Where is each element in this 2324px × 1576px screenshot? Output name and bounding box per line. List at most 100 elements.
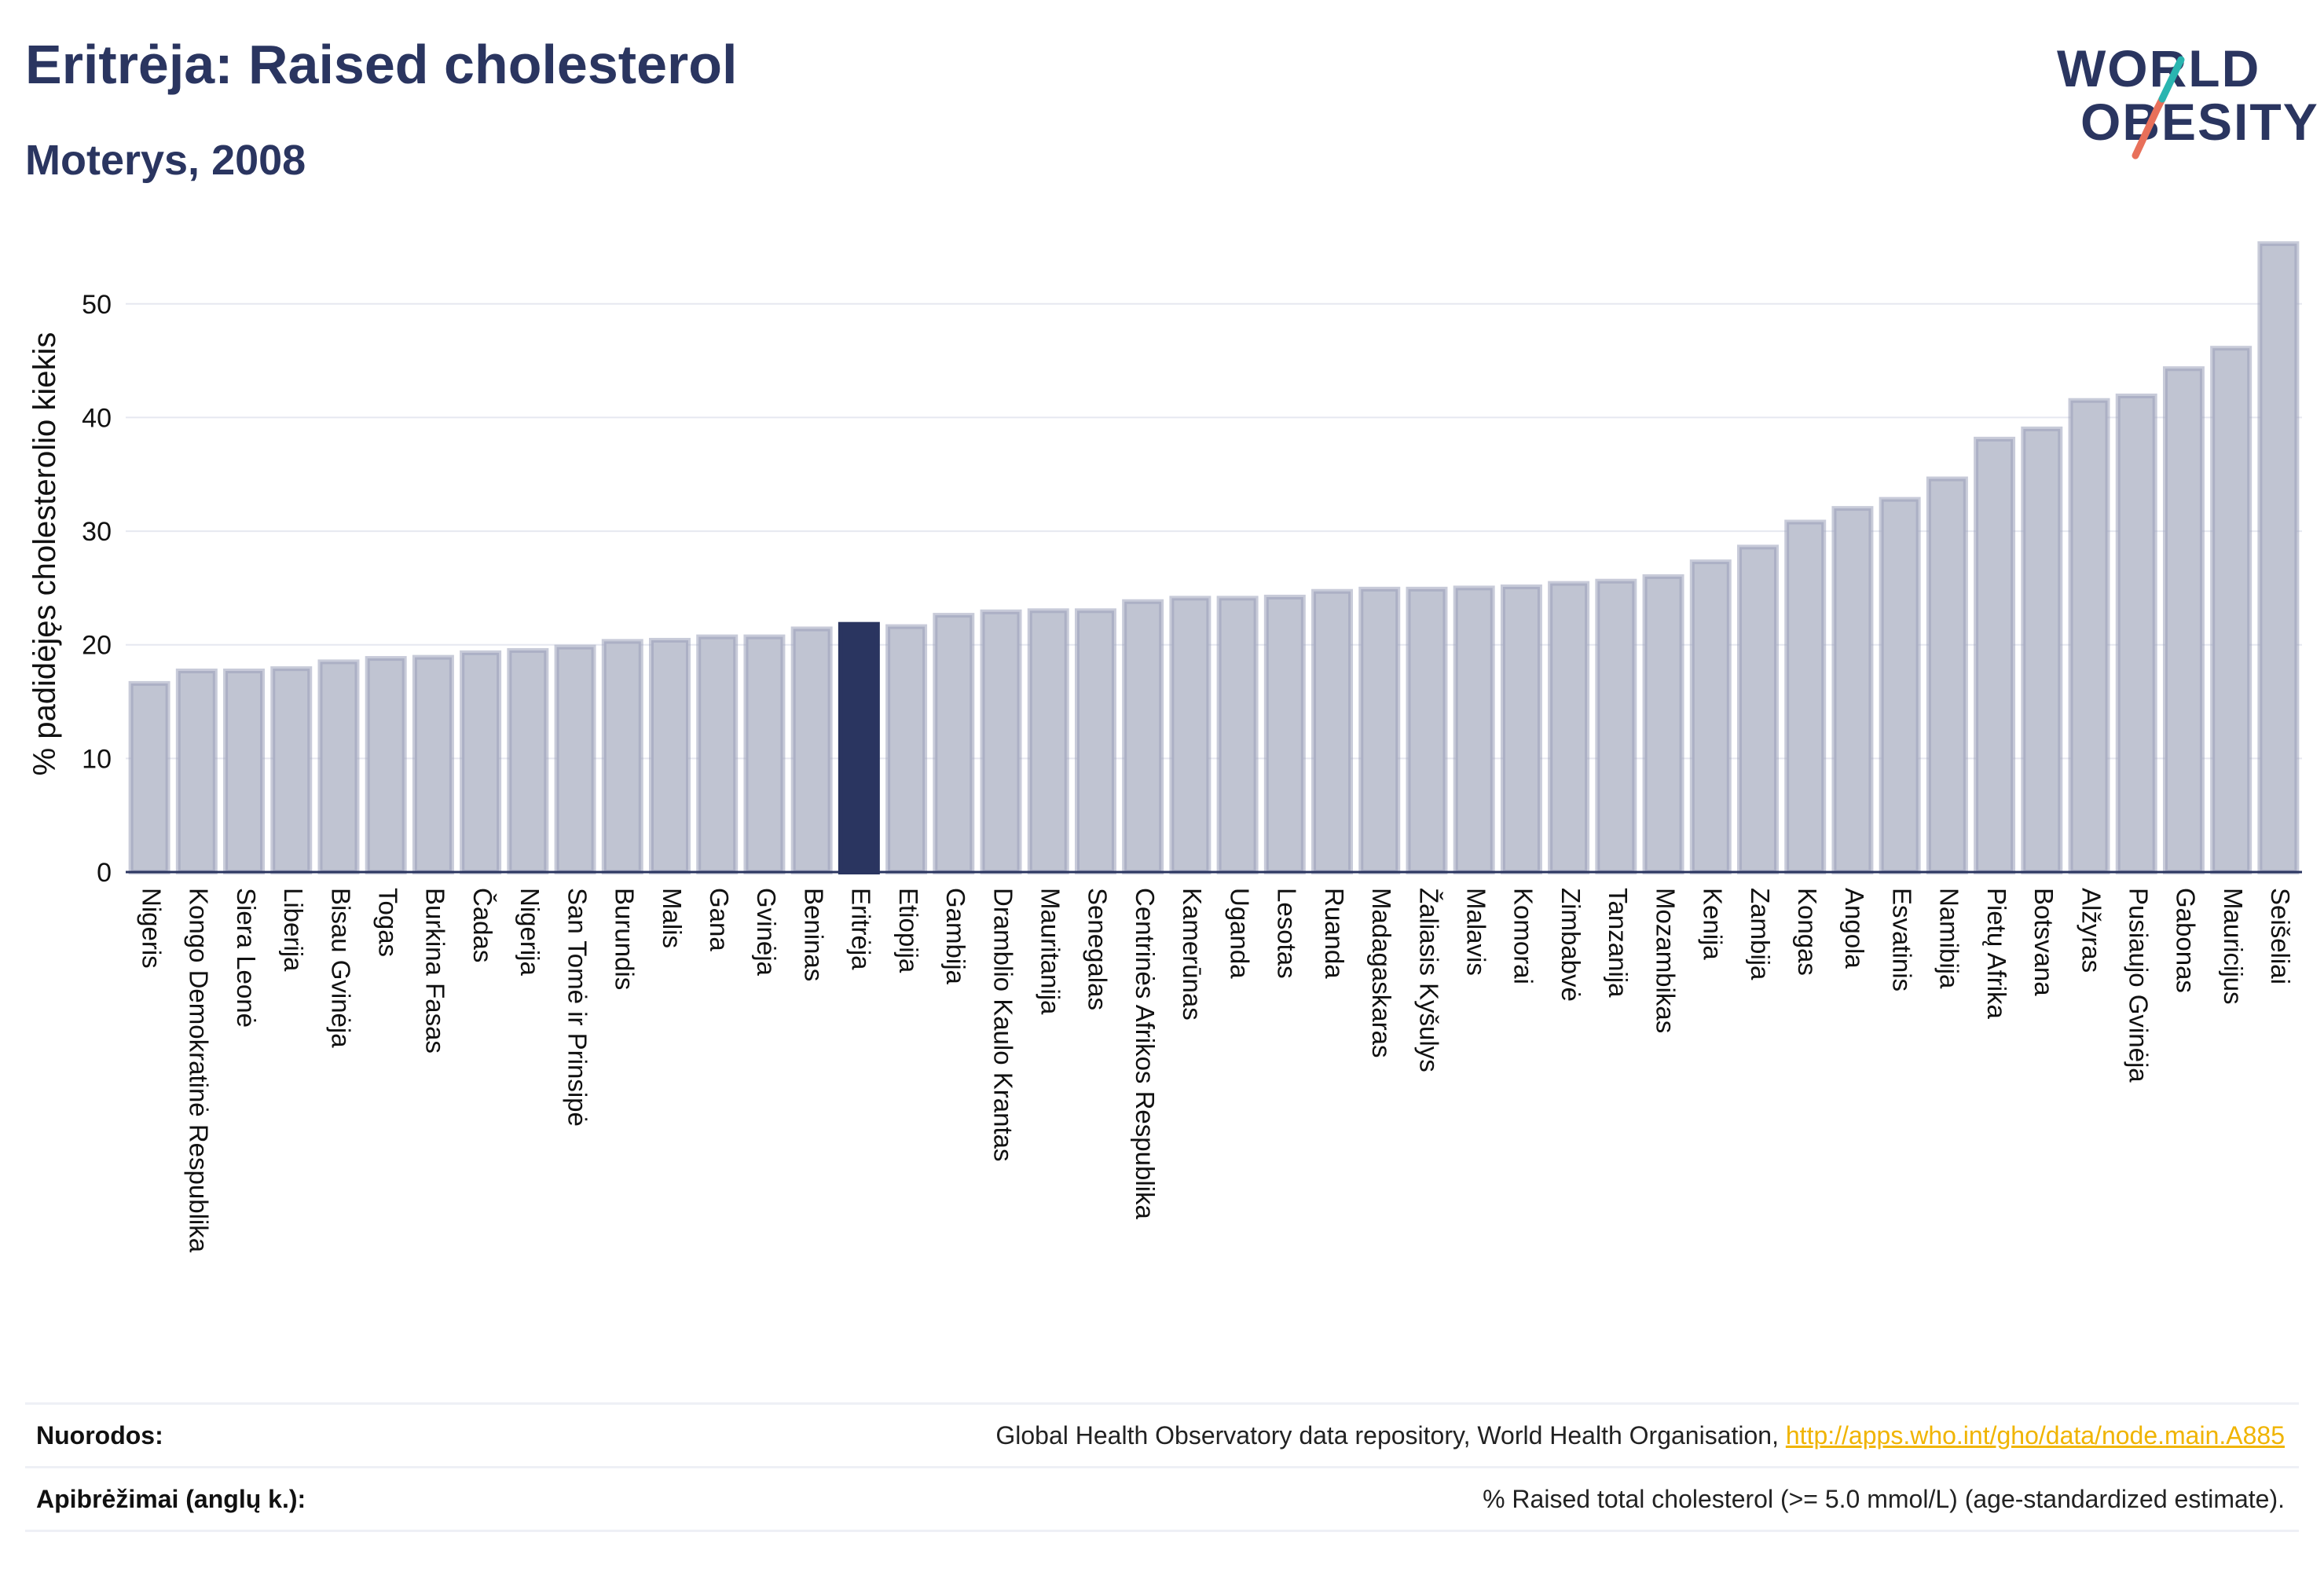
bar [2162,366,2205,875]
bar [1216,596,1259,874]
x-tick-label: Malis [658,888,687,948]
bar [2021,426,2063,874]
bar [885,624,928,874]
bar [1595,578,1637,874]
bar [2257,241,2300,874]
x-tick-label: Žaliasis Kyšulys [1414,888,1443,1072]
sources-value: Global Health Observatory data repositor… [995,1421,2299,1450]
x-tick-label: Tanzanija [1604,888,1633,998]
x-tick-label: Uganda [1225,888,1254,979]
x-tick-label: Pietų Afrika [1982,888,2011,1020]
y-tick-label: 30 [82,517,112,547]
bar [743,634,786,874]
bar [1831,506,1874,874]
bar [790,626,833,874]
x-tick-labels: Nigeris Kongo Demokratinė Respublika Siera… [137,888,2295,1253]
x-tick-label: Gana [705,888,734,951]
x-tick-label: Senegalas [1083,888,1113,1010]
bar [2068,398,2110,875]
bar [1689,559,1732,874]
x-tick-label: Etiopija [894,888,923,973]
x-tick-label: Nigerija [515,888,544,977]
bar [980,609,1022,874]
bar [1500,584,1542,874]
y-tick-label: 0 [97,858,112,888]
x-tick-label: Mauritanija [1036,888,1065,1015]
bar [1453,585,1495,874]
bar [1642,574,1684,874]
x-tick-label: Kenija [1699,888,1728,960]
x-tick-label: Mauricijus [2219,888,2248,1005]
bar [128,680,170,875]
bar [696,634,739,874]
bar [1358,586,1401,874]
x-tick-label: Dramblio Kaulo Krantas [988,888,1017,1162]
bars [128,241,2300,875]
x-tick-label: Nigeris [137,888,166,969]
x-tick-label: Pusiaujo Gvinėja [2124,888,2154,1083]
bar [1122,599,1164,874]
chart-subtitle: Moterys, 2008 [25,137,306,184]
bar [507,647,549,874]
x-tick-label: Liberija [279,888,308,972]
definitions-row: Apibrėžimai (anglų k.): % Raised total c… [25,1466,2299,1530]
bar [649,637,691,875]
bar [2210,346,2253,875]
x-tick-label: Komorai [1509,888,1538,984]
y-axis-label: % padidėjęs cholesterolio kiekis [27,332,62,776]
x-tick-label: Siera Leonė [232,888,261,1028]
footer-divider [25,1530,2299,1532]
bar [1169,596,1211,874]
y-tick-labels: 0 10 20 30 40 50 [82,290,112,888]
bar [317,659,360,874]
world-obesity-logo: WORLD OBESITY [2043,31,2318,165]
bar [1737,544,1779,874]
bar [365,656,407,874]
x-tick-label: Seišeliai [2266,888,2295,984]
y-tick-label: 10 [82,744,112,774]
x-tick-label: Esvatinis [1887,888,1916,991]
bar [460,650,502,874]
bar [1974,436,2016,874]
x-tick-label: Mozambikas [1651,888,1680,1033]
x-tick-label: Centrinės Afrikos Respublika [1131,888,1160,1220]
x-tick-label: Bisau Gvinėja [326,888,355,1048]
x-tick-label: Gvinėja [752,888,781,977]
y-tick-label: 40 [82,403,112,433]
x-tick-label: Kongas [1793,888,1822,976]
x-tick-label: Alžyras [2077,888,2106,973]
x-tick-label: Botsvana [2029,888,2058,996]
definitions-label: Apibrėžimai (anglų k.): [36,1484,306,1513]
x-tick-label: Čadas [468,888,497,962]
bar [270,666,313,874]
bar [1027,608,1069,874]
x-tick-label: Burundis [610,888,640,990]
x-tick-label: Togas [373,888,402,957]
sources-label: Nuorodos: [36,1420,163,1450]
bar [1263,594,1306,874]
logo-slash-icon [2132,56,2185,159]
bar [175,668,218,874]
bar-chart: 0 10 20 30 40 50 Nigeris Kongo Demokratinė Res… [27,241,2302,1253]
x-tick-label: Beninas [799,888,828,981]
chart-title: Eritrėja: Raised cholesterol [25,34,738,95]
bar [1311,588,1354,874]
bar [1784,519,1827,874]
x-tick-label: Zimbabvė [1556,888,1585,1002]
sources-link[interactable]: http://apps.who.int/gho/data/node.main.A… [1785,1420,2285,1450]
bar [1406,586,1448,874]
x-tick-label: Namibija [1935,888,1964,989]
bar [1074,608,1116,874]
sources-row: Nuorodos: Global Health Observatory data… [25,1402,2299,1466]
bar [1926,476,1968,874]
bar [1548,581,1590,874]
x-tick-label: Lesotas [1273,888,1302,979]
x-tick-label: Zambija [1746,888,1775,980]
bar [412,654,454,874]
x-tick-label: San Tomė ir Prinsipė [563,888,592,1127]
y-tick-label: 20 [82,631,112,661]
x-tick-label: Madagaskaras [1367,888,1396,1057]
sources-text: Global Health Observatory data repositor… [995,1420,1786,1450]
bar [1879,497,1921,874]
bar [601,639,643,874]
